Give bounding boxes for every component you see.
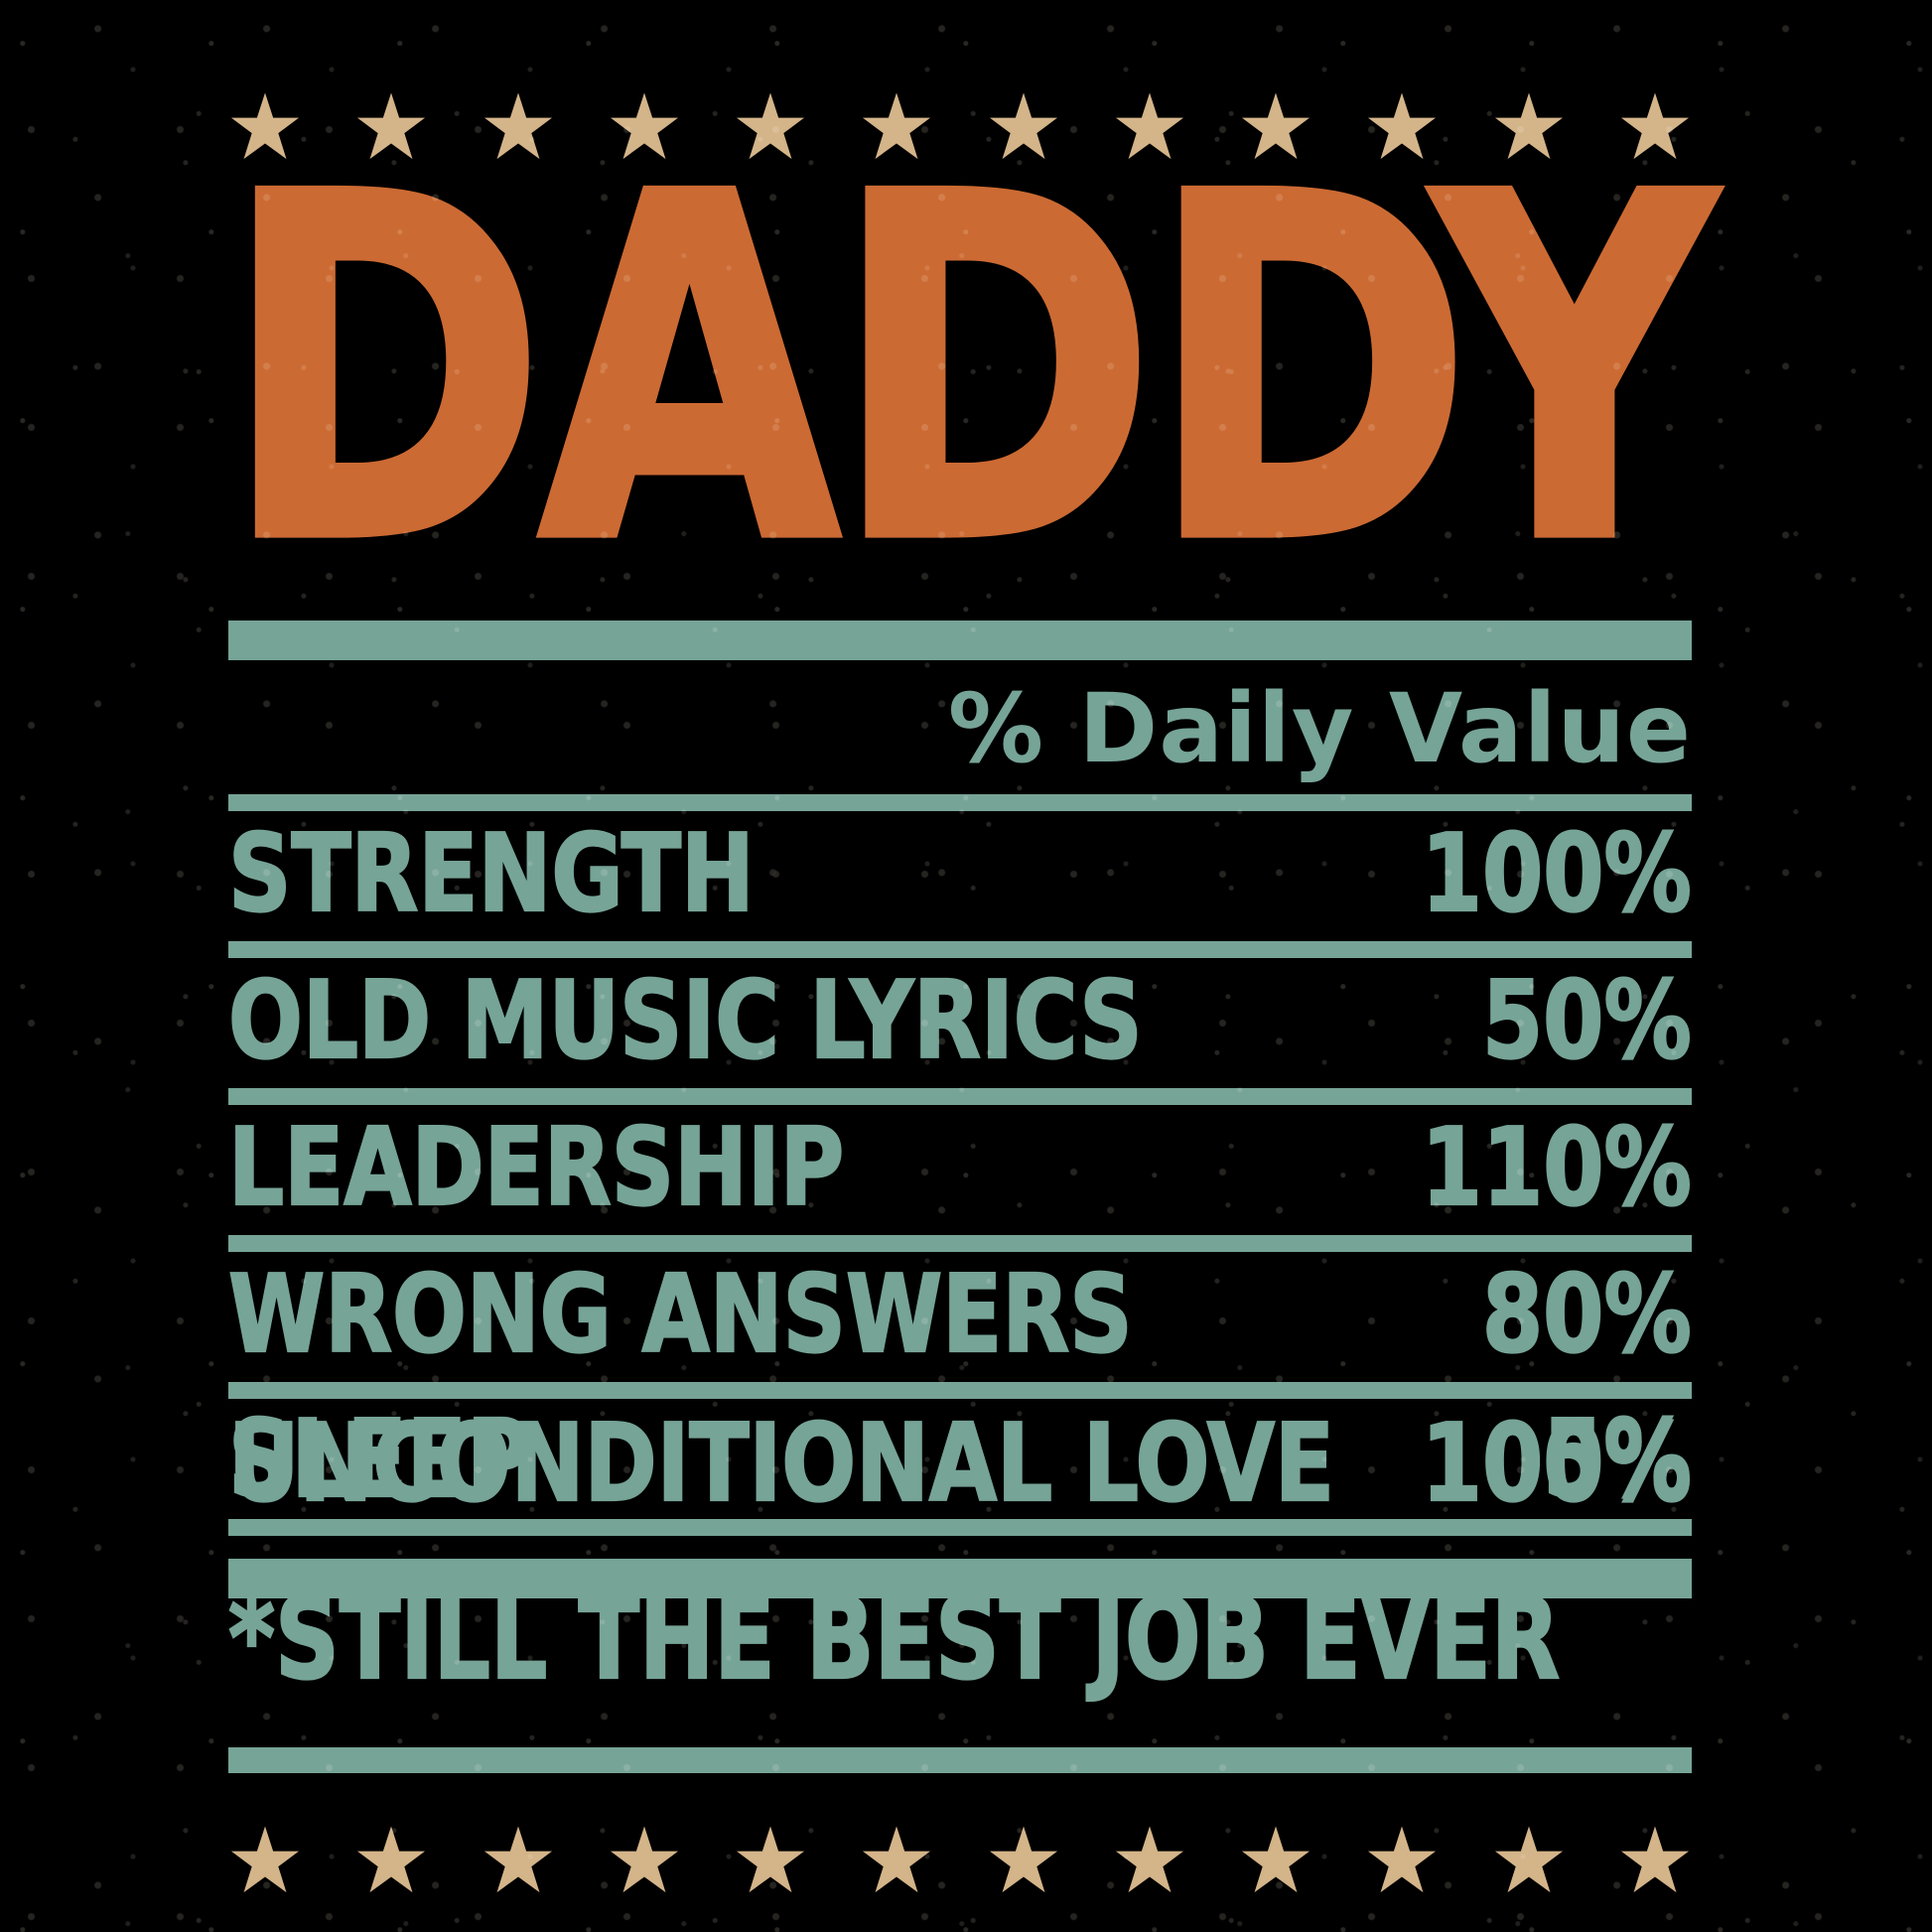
- row-value: 100%: [1421, 811, 1693, 936]
- star-icon: [987, 1825, 1060, 1898]
- table-row: STRENGTH 100%: [227, 819, 1693, 928]
- row-label: STRENGTH: [227, 811, 756, 936]
- star-icon: [608, 91, 681, 165]
- star-icon: [354, 1825, 428, 1898]
- star-icon: [1365, 91, 1439, 165]
- star-icon: [1618, 1825, 1692, 1898]
- table-row: UNCONDITIONAL LOVE 100%: [227, 1409, 1693, 1518]
- star-icon: [734, 91, 807, 165]
- divider-row-5: [228, 1519, 1692, 1536]
- star-icon: [1239, 1825, 1312, 1898]
- star-icon: [734, 1825, 807, 1898]
- row-label: LEADERSHIP: [227, 1105, 845, 1230]
- row-value: 100%: [1421, 1401, 1693, 1526]
- poster-title-block: DADDY: [0, 130, 1932, 611]
- table-row: LEADERSHIP 110%: [227, 1113, 1693, 1222]
- daily-value-header: % Daily Value: [947, 673, 1692, 784]
- page-title: DADDY: [219, 94, 1719, 646]
- row-value: 110%: [1421, 1105, 1693, 1230]
- star-icon: [1239, 91, 1312, 165]
- divider-top-thick: [228, 621, 1692, 660]
- table-row: SLEEP 5%: [227, 1405, 1693, 1514]
- footnote: *STILL THE BEST JOB EVER: [227, 1581, 1692, 1696]
- star-icon: [482, 91, 555, 165]
- star-icon: [860, 91, 933, 165]
- table-row: WRONG ANSWERS 80%: [227, 1260, 1693, 1369]
- star-row-top: [228, 91, 1692, 165]
- footnote-text: *STILL THE BEST JOB EVER: [227, 1572, 1561, 1706]
- row-label: SLEEP: [227, 1397, 532, 1522]
- row-value: 50%: [1481, 958, 1693, 1083]
- star-icon: [1618, 91, 1692, 165]
- star-icon: [1492, 1825, 1566, 1898]
- star-row-bottom: [228, 1825, 1692, 1898]
- row-label: OLD MUSIC LYRICS: [227, 958, 1144, 1083]
- divider-row-2: [228, 1088, 1692, 1105]
- row-label: WRONG ANSWERS: [227, 1252, 1134, 1377]
- star-icon: [608, 1825, 681, 1898]
- star-icon: [228, 91, 302, 165]
- star-icon: [1113, 1825, 1186, 1898]
- row-value: 5%: [1542, 1397, 1693, 1522]
- star-icon: [228, 1825, 302, 1898]
- divider-row-4: [228, 1382, 1692, 1399]
- star-icon: [1113, 91, 1186, 165]
- star-icon: [860, 1825, 933, 1898]
- row-label: UNCONDITIONAL LOVE: [227, 1401, 1335, 1526]
- row-value: 80%: [1481, 1252, 1693, 1377]
- divider-bottom-thick: [228, 1559, 1692, 1598]
- star-icon: [987, 91, 1060, 165]
- star-icon: [1492, 91, 1566, 165]
- star-icon: [354, 91, 428, 165]
- table-row: OLD MUSIC LYRICS 50%: [227, 966, 1693, 1075]
- divider-row-1: [228, 941, 1692, 958]
- divider-row-3: [228, 1235, 1692, 1252]
- star-icon: [482, 1825, 555, 1898]
- star-icon: [1365, 1825, 1439, 1898]
- divider-row-0: [228, 794, 1692, 811]
- divider-footer: [228, 1747, 1692, 1773]
